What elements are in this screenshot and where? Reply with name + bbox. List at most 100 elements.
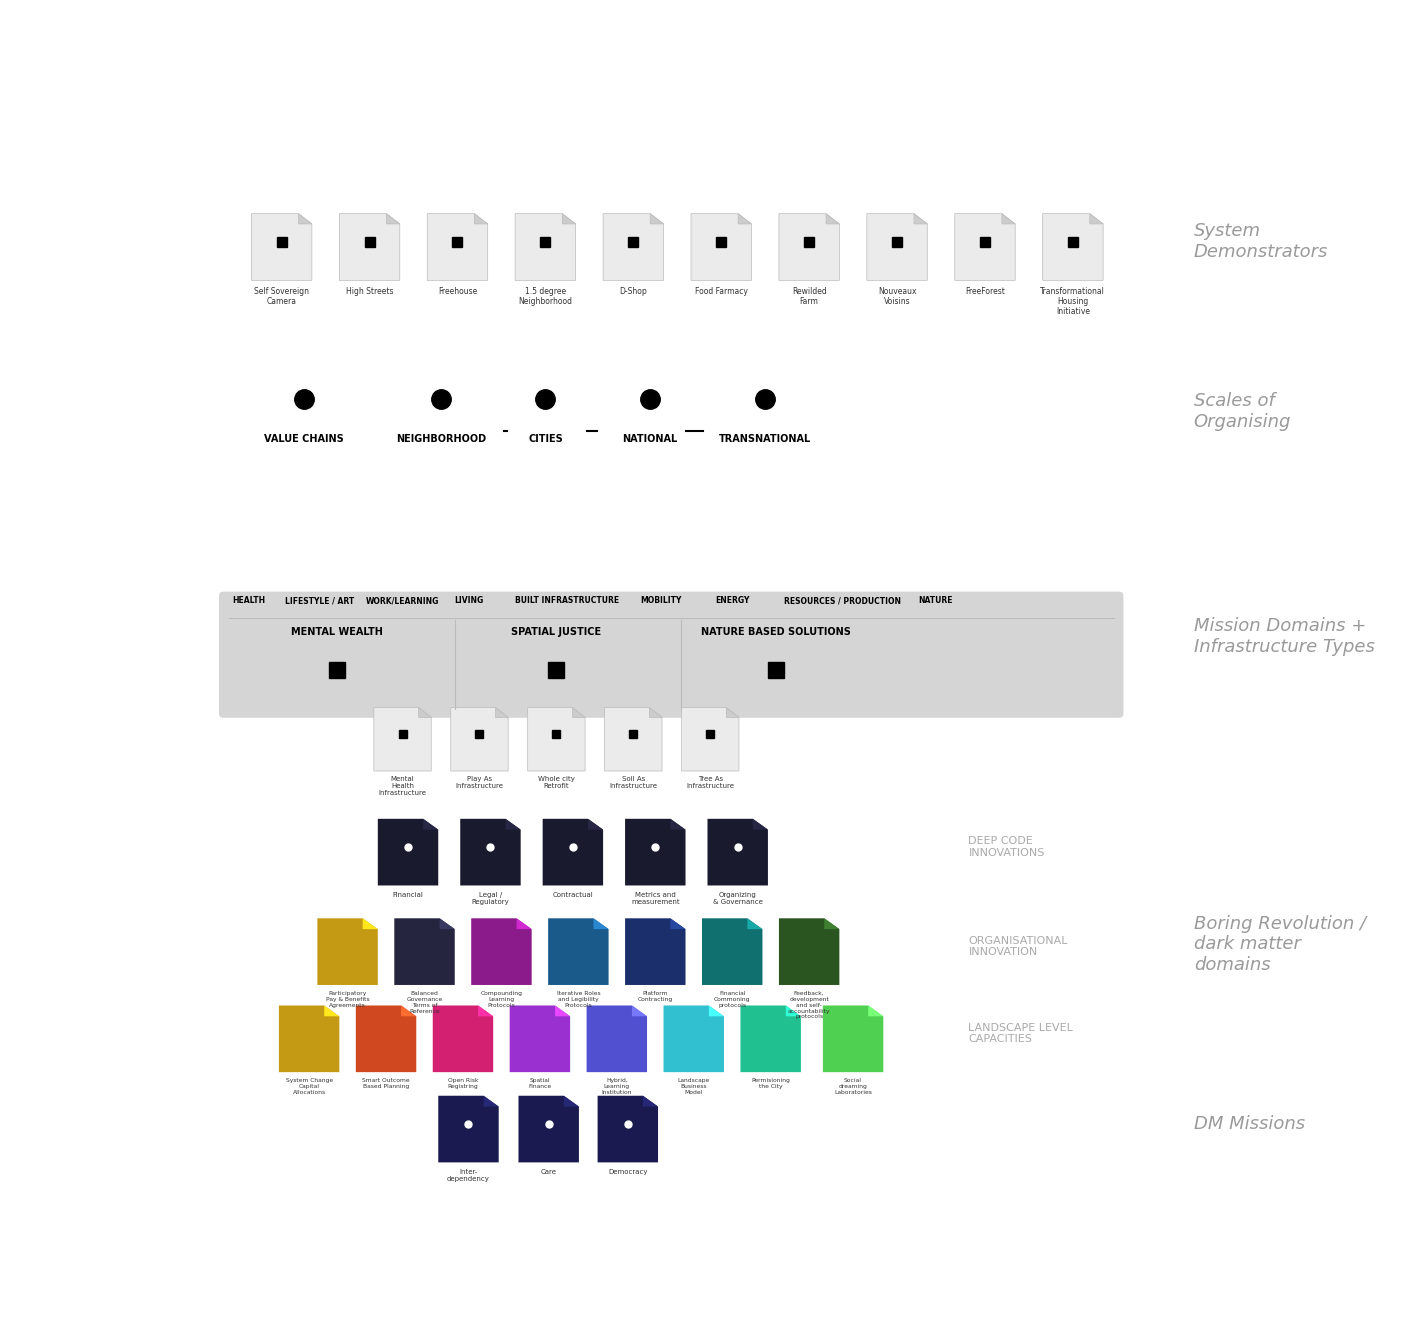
Polygon shape: [401, 1006, 417, 1016]
Polygon shape: [664, 1006, 725, 1072]
Polygon shape: [573, 707, 586, 718]
Polygon shape: [356, 1006, 417, 1072]
Text: Open Risk
Registring: Open Risk Registring: [448, 1079, 478, 1090]
Text: 1.5 degree
Neighborhood: 1.5 degree Neighborhood: [519, 286, 573, 306]
Text: DEEP CODE
INNOVATIONS: DEEP CODE INNOVATIONS: [968, 836, 1045, 858]
Polygon shape: [495, 707, 508, 718]
Text: Democracy: Democracy: [608, 1168, 648, 1175]
Polygon shape: [786, 1006, 801, 1016]
Polygon shape: [954, 213, 1015, 280]
Polygon shape: [325, 1006, 339, 1016]
Polygon shape: [642, 1096, 658, 1107]
Polygon shape: [475, 213, 488, 224]
Polygon shape: [671, 918, 685, 930]
Polygon shape: [363, 918, 377, 930]
Polygon shape: [1090, 213, 1103, 224]
Text: Smart Outcome
Based Planning: Smart Outcome Based Planning: [362, 1079, 410, 1090]
Polygon shape: [549, 918, 608, 984]
Polygon shape: [279, 1006, 339, 1072]
Text: LIVING: LIVING: [454, 597, 484, 605]
Text: Freehouse: Freehouse: [438, 286, 476, 296]
Polygon shape: [915, 213, 927, 224]
Text: WORK/LEARNING: WORK/LEARNING: [366, 597, 440, 605]
Text: Nouveaux
Voisins: Nouveaux Voisins: [878, 286, 916, 306]
Polygon shape: [691, 213, 752, 280]
Polygon shape: [506, 819, 520, 830]
Text: Social
dreaming
Laboratories: Social dreaming Laboratories: [834, 1079, 872, 1095]
Text: Permisioning
the City: Permisioning the City: [752, 1079, 790, 1090]
Polygon shape: [778, 213, 839, 280]
Text: LIFESTYLE / ART: LIFESTYLE / ART: [285, 597, 354, 605]
Polygon shape: [516, 918, 532, 930]
Polygon shape: [438, 1096, 499, 1163]
Text: TRANSNATIONAL: TRANSNATIONAL: [719, 434, 811, 444]
Polygon shape: [515, 213, 576, 280]
Polygon shape: [824, 918, 839, 930]
Text: VALUE CHAINS: VALUE CHAINS: [264, 434, 343, 444]
Polygon shape: [740, 1006, 801, 1072]
Text: Platform
Contracting: Platform Contracting: [638, 991, 674, 1002]
Text: Boring Revolution /
dark matter
domains: Boring Revolution / dark matter domains: [1194, 915, 1366, 974]
Text: Legal /
Regulatory: Legal / Regulatory: [472, 891, 509, 904]
Polygon shape: [519, 1096, 579, 1163]
Polygon shape: [753, 819, 769, 830]
Text: Soil As
Infrastructure: Soil As Infrastructure: [610, 777, 658, 789]
Polygon shape: [471, 918, 532, 984]
Polygon shape: [377, 819, 438, 886]
Polygon shape: [374, 707, 431, 771]
Polygon shape: [587, 1006, 647, 1072]
Polygon shape: [868, 1006, 883, 1016]
Polygon shape: [625, 918, 685, 984]
Text: Inter-
dependency: Inter- dependency: [447, 1168, 489, 1181]
Polygon shape: [625, 819, 685, 886]
Text: Transformational
Housing
Initiative: Transformational Housing Initiative: [1041, 286, 1106, 316]
Text: ORGANISATIONAL
INNOVATION: ORGANISATIONAL INNOVATION: [968, 935, 1068, 958]
Polygon shape: [423, 819, 438, 830]
Text: FreeForest: FreeForest: [966, 286, 1005, 296]
Text: Self Sovereign
Camera: Self Sovereign Camera: [254, 286, 309, 306]
Polygon shape: [478, 1006, 493, 1016]
Text: Landscape
Business
Model: Landscape Business Model: [678, 1079, 710, 1095]
Polygon shape: [461, 819, 520, 886]
Polygon shape: [649, 707, 662, 718]
Polygon shape: [563, 213, 576, 224]
Polygon shape: [427, 213, 488, 280]
Text: D-Shop: D-Shop: [620, 286, 647, 296]
Polygon shape: [564, 1096, 579, 1107]
Text: NATURE BASED SOLUTIONS: NATURE BASED SOLUTIONS: [702, 626, 851, 637]
Text: Scales of
Organising: Scales of Organising: [1194, 392, 1292, 430]
Polygon shape: [509, 1006, 570, 1072]
Text: NEIGHBORHOOD: NEIGHBORHOOD: [396, 434, 486, 444]
Text: BUILT INFRASTRUCTURE: BUILT INFRASTRUCTURE: [515, 597, 620, 605]
Polygon shape: [822, 1006, 883, 1072]
Text: Whole city
Retrofit: Whole city Retrofit: [537, 777, 574, 789]
Polygon shape: [603, 213, 664, 280]
Polygon shape: [432, 1006, 493, 1072]
Text: NATURE: NATURE: [919, 597, 953, 605]
Text: Balanced
Governance
Terms of
Reference: Balanced Governance Terms of Reference: [407, 991, 442, 1014]
Text: Participatory
Pay & Benefits
Agreements: Participatory Pay & Benefits Agreements: [326, 991, 370, 1008]
Polygon shape: [604, 707, 662, 771]
Text: Rewilded
Farm: Rewilded Farm: [791, 286, 827, 306]
Text: HEALTH: HEALTH: [233, 597, 265, 605]
Text: Tree As
Infrastructure: Tree As Infrastructure: [686, 777, 735, 789]
Polygon shape: [339, 213, 400, 280]
Text: Care: Care: [540, 1168, 557, 1175]
Polygon shape: [866, 213, 927, 280]
Text: SPATIAL JUSTICE: SPATIAL JUSTICE: [512, 626, 601, 637]
Text: Mental
Health
Infrastructure: Mental Health Infrastructure: [379, 777, 427, 797]
Polygon shape: [1003, 213, 1015, 224]
Polygon shape: [394, 918, 455, 984]
Text: Compounding
Learning
Protocols: Compounding Learning Protocols: [481, 991, 522, 1008]
Text: Spatial
Finance: Spatial Finance: [529, 1079, 552, 1090]
Polygon shape: [387, 213, 400, 224]
Polygon shape: [451, 707, 508, 771]
Polygon shape: [651, 213, 664, 224]
Text: CITIES: CITIES: [527, 434, 563, 444]
Text: Feedback,
development
and self-
accountability
protocols: Feedback, development and self- accounta…: [788, 991, 831, 1019]
Text: Contractual: Contractual: [553, 891, 593, 898]
Polygon shape: [588, 819, 603, 830]
Polygon shape: [778, 918, 839, 984]
Text: High Streets: High Streets: [346, 286, 393, 296]
Polygon shape: [747, 918, 763, 930]
